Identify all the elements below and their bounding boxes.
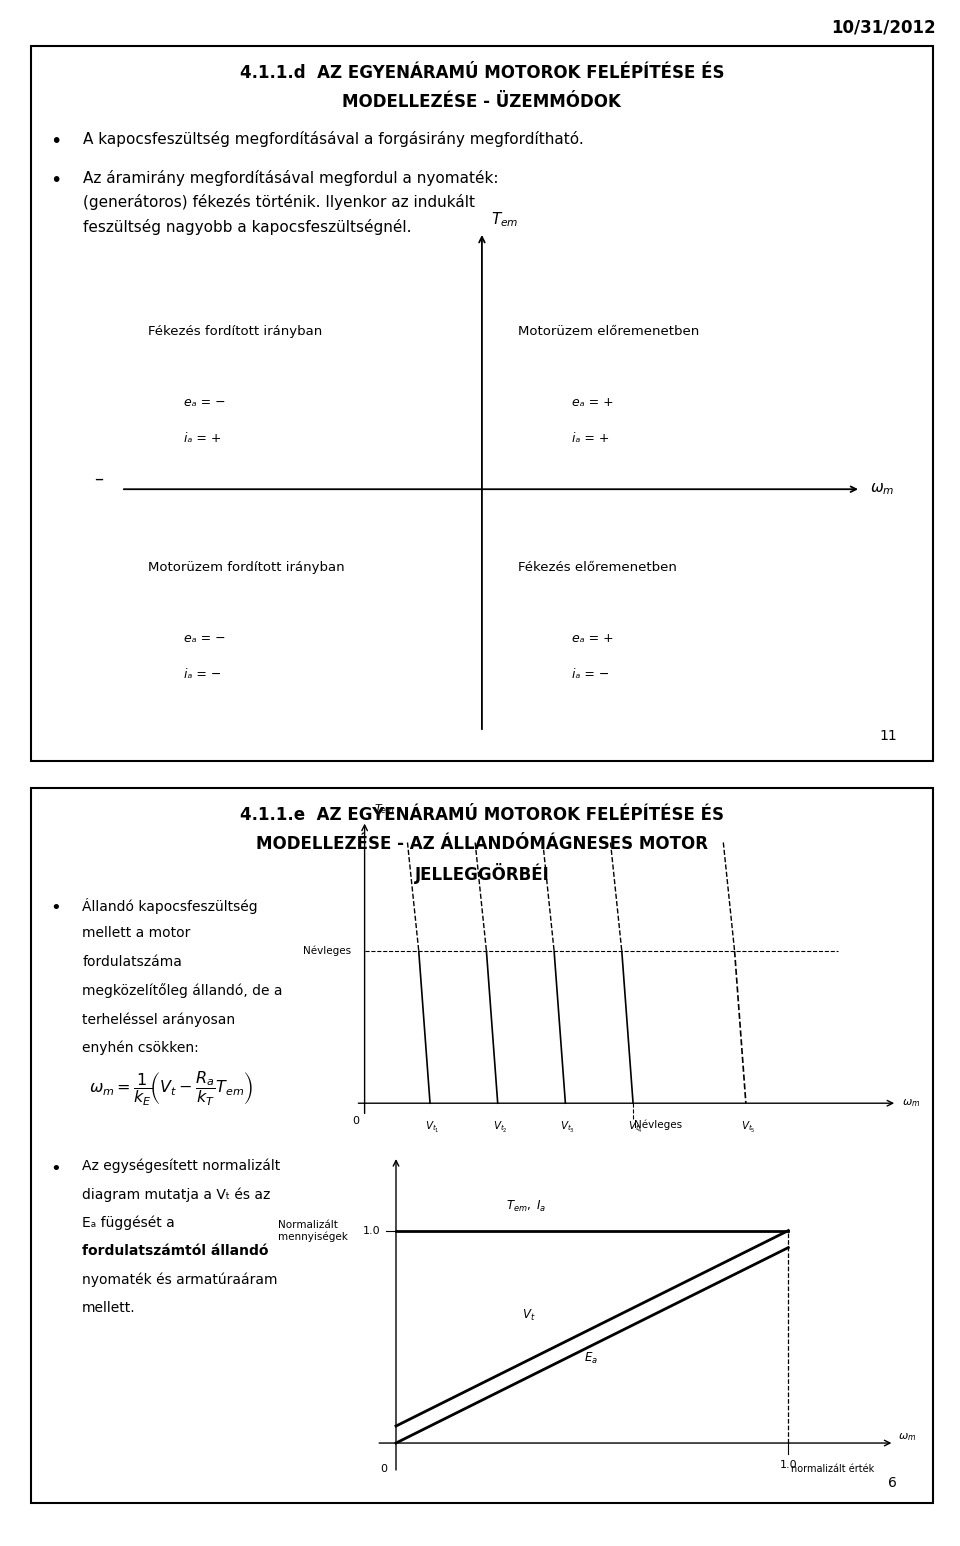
Text: $T_{em}$: $T_{em}$ xyxy=(491,210,518,229)
Text: mellett a motor: mellett a motor xyxy=(83,926,190,940)
Text: eₐ = −: eₐ = − xyxy=(184,632,226,645)
Text: $V_t$: $V_t$ xyxy=(521,1308,535,1323)
Text: megközelítőleg állandó, de a: megközelítőleg állandó, de a xyxy=(83,983,282,999)
Text: eₐ = −: eₐ = − xyxy=(184,396,226,410)
Text: 6: 6 xyxy=(888,1476,897,1490)
Text: eₐ = +: eₐ = + xyxy=(572,396,613,410)
Text: MODELLEZÉSE - ÜZEMMÓDOK: MODELLEZÉSE - ÜZEMMÓDOK xyxy=(343,93,621,111)
Text: Állandó kapocsfeszültség: Állandó kapocsfeszültség xyxy=(83,898,258,914)
Text: $\omega_m$: $\omega_m$ xyxy=(870,481,895,498)
Text: 11: 11 xyxy=(879,728,897,742)
Text: Motorüzem előremenetben: Motorüzem előremenetben xyxy=(518,325,699,339)
Text: fordulatszáma: fordulatszáma xyxy=(83,955,182,969)
Text: A kapocsfeszültség megfordításával a forgásirány megfordítható.: A kapocsfeszültség megfordításával a for… xyxy=(84,131,584,147)
Text: diagram mutatja a Vₜ és az: diagram mutatja a Vₜ és az xyxy=(83,1187,271,1201)
Text: 0: 0 xyxy=(352,1116,359,1125)
Text: Az áramirány megfordításával megfordul a nyomaték:: Az áramirány megfordításával megfordul a… xyxy=(84,170,498,186)
Text: •: • xyxy=(51,1160,61,1178)
Text: Normalizált
mennyiségek: Normalizált mennyiségek xyxy=(278,1220,348,1241)
Text: feszültség nagyobb a kapocsfeszültségnél.: feszültség nagyobb a kapocsfeszültségnél… xyxy=(84,218,412,235)
Text: Fékezés előremenetben: Fékezés előremenetben xyxy=(518,561,677,574)
Text: $V_{t_1}$: $V_{t_1}$ xyxy=(425,1119,440,1135)
Text: $V_{t_5}$: $V_{t_5}$ xyxy=(741,1119,756,1135)
Text: 1.0: 1.0 xyxy=(363,1226,380,1235)
Text: nyomaték és armatúraáram: nyomaték és armatúraáram xyxy=(83,1272,277,1288)
Text: 4.1.1.d  AZ EGYENÁRAMÚ MOTOROK FELÉPÍTÉSE ÉS: 4.1.1.d AZ EGYENÁRAMÚ MOTOROK FELÉPÍTÉSE… xyxy=(240,65,724,82)
Text: mellett.: mellett. xyxy=(83,1302,135,1316)
Text: $T_{em}$: $T_{em}$ xyxy=(373,802,395,816)
Text: enyhén csökken:: enyhén csökken: xyxy=(83,1040,199,1054)
Text: iₐ = −: iₐ = − xyxy=(184,668,222,680)
Text: normalizált érték: normalizált érték xyxy=(791,1464,875,1475)
Text: –: – xyxy=(94,470,103,487)
Text: $V_{t_4}$: $V_{t_4}$ xyxy=(628,1119,643,1135)
Text: 1.0: 1.0 xyxy=(780,1459,797,1470)
Text: Névleges: Névleges xyxy=(303,946,351,957)
Text: MODELLEZÉSE - AZ ÁLLANDÓMÁGNESES MOTOR: MODELLEZÉSE - AZ ÁLLANDÓMÁGNESES MOTOR xyxy=(256,835,708,853)
Text: eₐ = +: eₐ = + xyxy=(572,632,613,645)
Text: 10/31/2012: 10/31/2012 xyxy=(831,19,936,36)
Text: •: • xyxy=(51,900,61,917)
Text: $E_a$: $E_a$ xyxy=(585,1351,598,1365)
Text: terheléssel arányosan: terheléssel arányosan xyxy=(83,1013,235,1027)
Text: iₐ = −: iₐ = − xyxy=(572,668,610,680)
Text: (generátoros) fékezés történik. Ilyenkor az indukált: (generátoros) fékezés történik. Ilyenkor… xyxy=(84,195,475,210)
Text: •: • xyxy=(51,172,62,190)
Text: iₐ = +: iₐ = + xyxy=(184,431,222,445)
Text: $\omega_m$: $\omega_m$ xyxy=(901,1098,920,1108)
Text: $V_{t_3}$: $V_{t_3}$ xyxy=(561,1119,575,1135)
Text: Az egységesített normalizált: Az egységesített normalizált xyxy=(83,1158,280,1173)
Text: Névleges: Névleges xyxy=(634,1119,682,1130)
Text: fordulatszámtól állandó: fordulatszámtól állandó xyxy=(83,1245,269,1258)
Text: $\omega_m$: $\omega_m$ xyxy=(899,1430,917,1442)
Text: •: • xyxy=(51,131,62,152)
Text: Eₐ függését a: Eₐ függését a xyxy=(83,1215,175,1231)
Text: 4.1.1.e  AZ EGYENÁRAMÚ MOTOROK FELÉPÍTÉSE ÉS: 4.1.1.e AZ EGYENÁRAMÚ MOTOROK FELÉPÍTÉSE… xyxy=(240,807,724,824)
Text: 0: 0 xyxy=(381,1464,388,1475)
Text: Motorüzem fordított irányban: Motorüzem fordított irányban xyxy=(148,561,345,574)
Text: $V_{t_2}$: $V_{t_2}$ xyxy=(492,1119,507,1135)
Text: iₐ = +: iₐ = + xyxy=(572,431,610,445)
Text: $T_{em},\ I_a$: $T_{em},\ I_a$ xyxy=(506,1198,546,1214)
Text: $\omega_m = \dfrac{1}{k_E}\!\left(V_t - \dfrac{R_a}{k_T}T_{em}\right)$: $\omega_m = \dfrac{1}{k_E}\!\left(V_t - … xyxy=(89,1070,253,1107)
Text: Fékezés fordított irányban: Fékezés fordított irányban xyxy=(148,325,323,339)
Text: JELLEGGÖRBÉI: JELLEGGÖRBÉI xyxy=(415,864,549,884)
